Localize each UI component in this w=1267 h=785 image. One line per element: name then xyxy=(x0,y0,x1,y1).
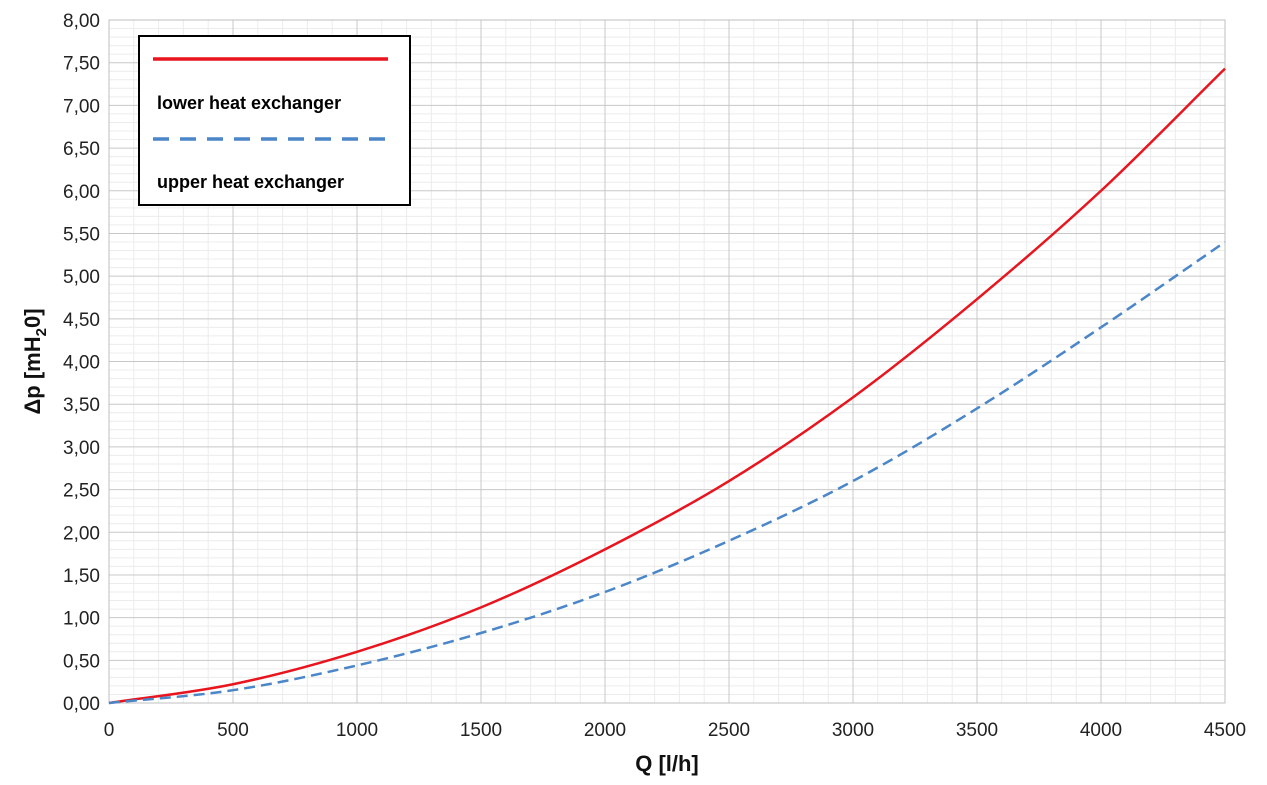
x-tick-label: 1000 xyxy=(336,720,378,741)
y-tick-label: 2,00 xyxy=(63,523,100,544)
x-tick-label: 0 xyxy=(104,720,115,741)
y-axis-title-subscript: 2 xyxy=(33,328,50,336)
y-axis-title-prefix: Δp [mH xyxy=(20,336,45,414)
x-tick-label: 4500 xyxy=(1204,720,1246,741)
y-tick-label: 0,50 xyxy=(63,651,100,672)
y-tick-label: 6,50 xyxy=(63,139,100,160)
plot-area-border xyxy=(108,19,1226,704)
y-tick-label: 1,00 xyxy=(63,609,100,630)
series-line-lower-heat-exchanger xyxy=(108,67,1226,705)
y-tick-label: 4,00 xyxy=(63,353,100,374)
y-tick-label: 3,00 xyxy=(63,438,100,459)
y-tick-label: 1,50 xyxy=(63,566,100,587)
y-tick-label: 5,00 xyxy=(63,267,100,288)
legend-box xyxy=(138,35,411,206)
x-tick-label: 3000 xyxy=(832,720,874,741)
y-tick-label: 7,50 xyxy=(63,54,100,75)
legend-label-lower-heat-exchanger: lower heat exchanger xyxy=(157,93,341,113)
x-tick-label: 2000 xyxy=(584,720,626,741)
y-axis-title: Δp [mH20] xyxy=(20,308,50,414)
y-tick-label: 7,00 xyxy=(63,96,100,117)
x-tick-label: 2500 xyxy=(708,720,750,741)
y-tick-label: 5,50 xyxy=(63,224,100,245)
y-tick-label: 4,50 xyxy=(63,310,100,331)
y-tick-label: 3,50 xyxy=(63,395,100,416)
x-tick-label: 3500 xyxy=(956,720,998,741)
x-tick-label: 4000 xyxy=(1080,720,1122,741)
y-axis-title-suffix: 0] xyxy=(20,308,45,328)
tick-labels: 0 500 1000 1500 2000 2500 3000 3500 4000 4500 0,00… xyxy=(63,11,1246,741)
x-axis-title: Q [l/h] xyxy=(635,751,699,776)
legend: lower heat exchanger upper heat exchange… xyxy=(138,35,411,206)
series-line-upper-heat-exchanger xyxy=(108,240,1226,705)
y-tick-label: 6,00 xyxy=(63,182,100,203)
y-tick-label: 0,00 xyxy=(63,694,100,715)
series-layer xyxy=(108,67,1226,705)
legend-label-upper-heat-exchanger: upper heat exchanger xyxy=(157,172,344,192)
x-tick-label: 500 xyxy=(217,720,249,741)
x-tick-label: 1500 xyxy=(460,720,502,741)
y-tick-label: 8,00 xyxy=(63,11,100,32)
y-tick-label: 2,50 xyxy=(63,481,100,502)
